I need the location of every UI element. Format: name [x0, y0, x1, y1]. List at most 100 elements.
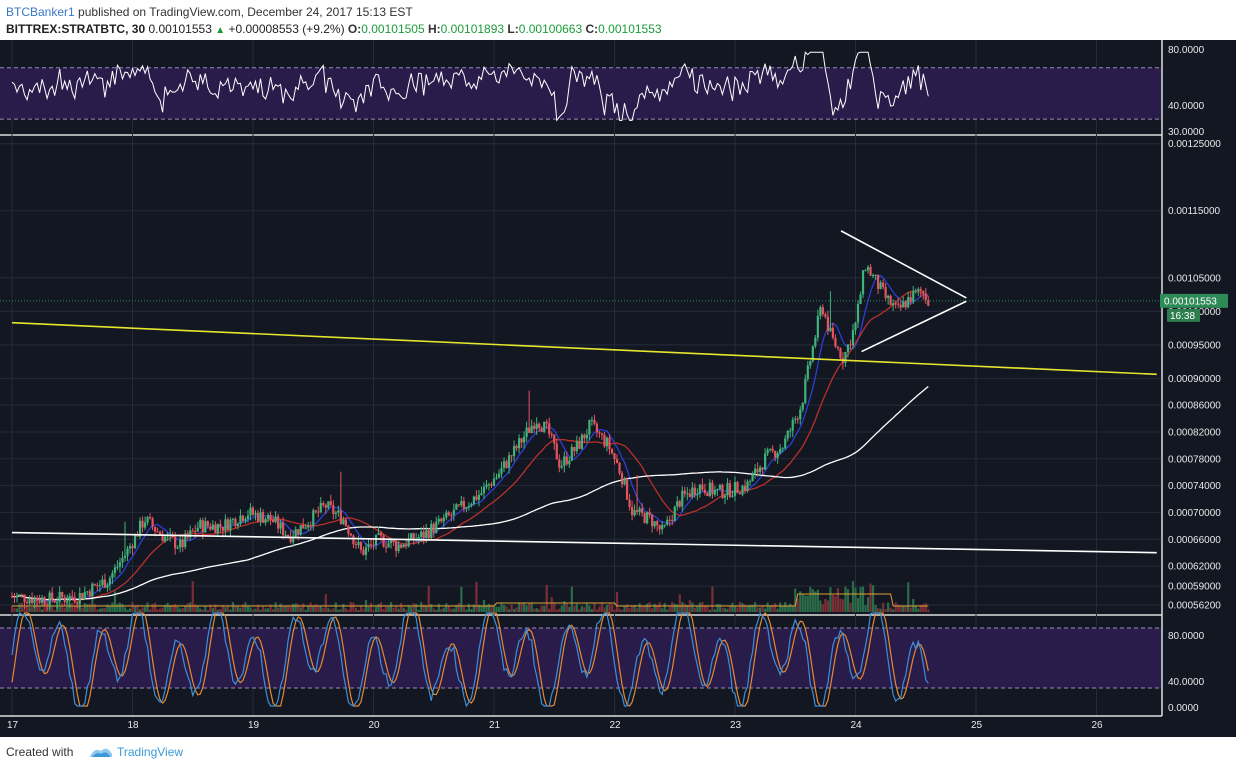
time-tick-label: 25 [971, 720, 983, 731]
open-value: 0.00101505 [361, 22, 425, 36]
volume-bar [841, 599, 845, 612]
volume-bar [678, 594, 681, 612]
candle-body [533, 425, 536, 429]
volume-bar [866, 597, 870, 612]
volume-bar [874, 604, 877, 612]
volume-bar [372, 609, 375, 612]
volume-bar [171, 605, 174, 612]
volume-bar [681, 602, 684, 612]
candle-body [786, 430, 789, 439]
volume-bar [389, 602, 393, 612]
candle-body [656, 521, 659, 526]
candle-body [553, 434, 556, 444]
candle-body [661, 525, 664, 530]
volume-bar [816, 589, 819, 612]
candle-body [738, 492, 742, 495]
volume-bar [887, 602, 890, 612]
volume-bar [638, 603, 641, 612]
candle-body [746, 481, 749, 491]
volume-bar [18, 603, 21, 612]
volume-bar [282, 605, 285, 612]
volume-bar [299, 607, 302, 612]
candle-body [249, 507, 252, 516]
volume-bar [159, 608, 162, 612]
volume-bar [126, 609, 129, 612]
candle-body [555, 443, 558, 460]
volume-bar [116, 603, 119, 612]
volume-bar [36, 603, 39, 612]
volume-bar [799, 591, 802, 612]
volume-bar [166, 602, 169, 612]
volume-bar [221, 605, 224, 612]
volume-bar [83, 602, 86, 612]
candle-body [287, 534, 290, 537]
candle-body [922, 290, 925, 294]
candle-body [430, 523, 433, 539]
candle-body [528, 427, 531, 433]
username-link[interactable]: BTCBanker1 [6, 5, 75, 19]
volume-bar [897, 604, 900, 612]
candle-body [884, 286, 887, 298]
candle-body [46, 604, 49, 607]
tradingview-link[interactable]: TradingView [117, 745, 184, 759]
candle-body [239, 515, 242, 525]
candle-body [78, 593, 81, 604]
candle-body [882, 282, 885, 287]
volume-bar [30, 607, 34, 612]
stoch-d-line [11, 612, 929, 707]
candle-body [344, 519, 347, 526]
volume-bar [540, 605, 543, 612]
price-chart[interactable]: 0.001250000.001150000.001050000.00100000… [0, 40, 1236, 737]
candle-body [307, 525, 310, 528]
volume-bar [515, 607, 518, 612]
candle-body [30, 599, 34, 603]
candle-body [565, 456, 568, 465]
candle-body [86, 591, 89, 593]
volume-bar [909, 607, 912, 612]
candle-body [442, 517, 445, 522]
candle-body [701, 484, 704, 490]
volume-bar [648, 602, 651, 612]
candle-body [570, 446, 573, 461]
candle-body [477, 494, 481, 500]
volume-bar [41, 609, 44, 612]
candle-body [98, 584, 101, 586]
candle-body [23, 594, 26, 603]
candle-body [756, 468, 759, 473]
volume-bar [781, 606, 784, 612]
candle-body [113, 567, 117, 574]
volume-bar [324, 594, 327, 612]
candle-body [405, 544, 408, 547]
price-tick-label: 0.00095000 [1168, 340, 1221, 351]
candle-body [751, 474, 754, 482]
volume-bar [219, 609, 222, 612]
volume-bar [25, 606, 29, 612]
volume-bar [367, 606, 370, 612]
publish-line: BTCBanker1 published on TradingView.com,… [6, 5, 413, 19]
volume-bar [884, 608, 887, 612]
candle-body [128, 546, 132, 549]
candle-body [563, 456, 566, 467]
candle-body [794, 418, 797, 420]
candle-body [791, 419, 794, 431]
volume-bar [485, 605, 488, 612]
volume-bar [856, 597, 860, 612]
volume-bar [635, 608, 639, 612]
volume-bar [839, 598, 842, 612]
volume-bar [731, 602, 734, 612]
volume-bar [545, 584, 548, 612]
candle-body [811, 346, 814, 362]
volume-bar [362, 608, 365, 612]
candle-body [63, 597, 66, 602]
candle-body [304, 527, 307, 529]
candle-body [610, 449, 614, 454]
candle-body [116, 566, 119, 568]
volume-bar [703, 605, 706, 612]
candle-body [718, 484, 722, 490]
volume-bar [924, 603, 927, 612]
candle-body [603, 434, 606, 447]
volume-bar [271, 609, 275, 612]
stoch-band [0, 628, 1162, 688]
volume-bar [244, 602, 247, 612]
volume-bar [666, 609, 669, 612]
